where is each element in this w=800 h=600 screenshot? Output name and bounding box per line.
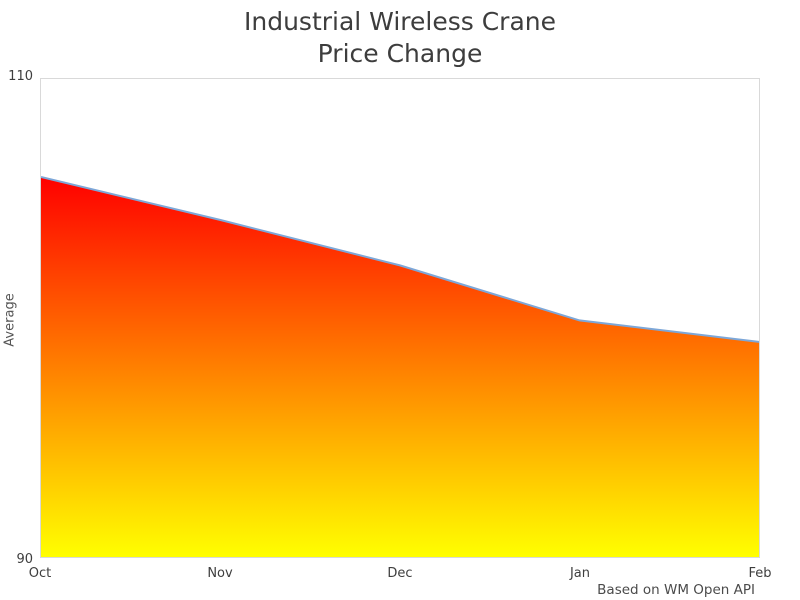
price-line [41, 176, 759, 343]
chart-title-line2: Price Change [317, 39, 483, 68]
y-tick-90: 90 [16, 552, 33, 567]
x-tick-feb: Feb [748, 566, 772, 581]
x-tick-oct: Oct [28, 566, 52, 581]
price-area-chart [40, 78, 760, 558]
price-area-fill [41, 177, 759, 557]
footer-caption: Based on WM Open API [597, 582, 755, 598]
x-tick-jan: Jan [569, 566, 591, 581]
chart-title-line1: Industrial Wireless Crane [243, 7, 557, 36]
y-axis-title: Average [2, 293, 18, 347]
y-tick-110: 110 [8, 69, 33, 84]
x-tick-dec: Dec [387, 566, 413, 581]
x-tick-nov: Nov [207, 566, 233, 581]
chart-title: Industrial Wireless Crane Price Change [0, 6, 800, 70]
price-area-chart-svg [41, 176, 759, 557]
